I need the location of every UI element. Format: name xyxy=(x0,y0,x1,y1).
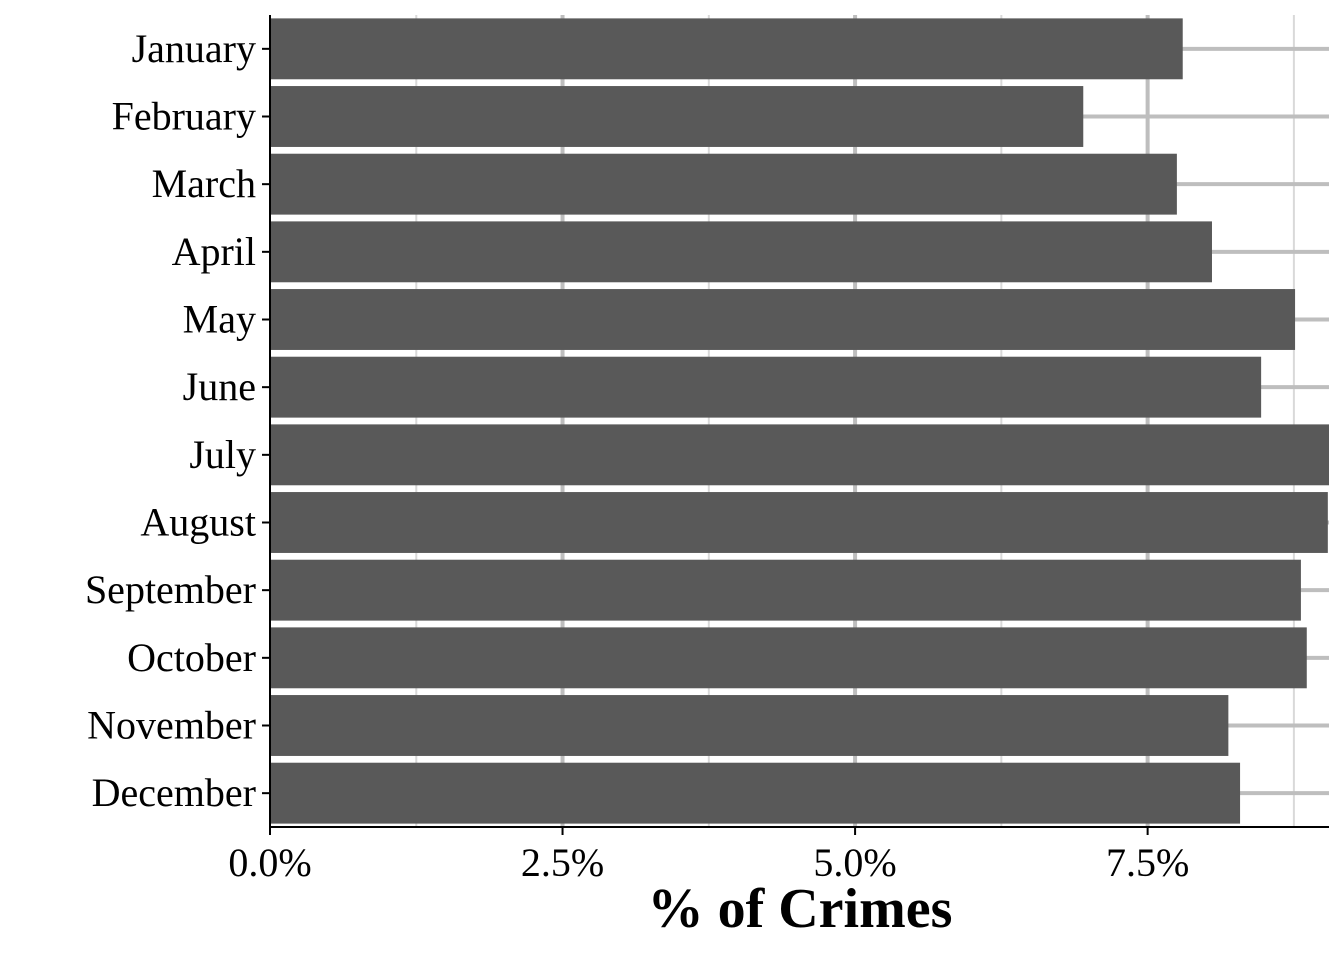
y-tick-label-march: March xyxy=(152,161,256,206)
x-tick-label: 2.5% xyxy=(521,840,604,885)
y-tick-label-october: October xyxy=(127,635,256,680)
y-tick-label-december: December xyxy=(92,770,256,815)
axes xyxy=(262,15,1329,835)
bar-september xyxy=(270,559,1301,621)
y-tick-label-july: July xyxy=(189,432,256,477)
y-axis-tick-labels: January February March April May June July Augu… xyxy=(85,26,256,815)
bar-june xyxy=(270,356,1262,418)
bar-march xyxy=(270,153,1177,215)
bar-april xyxy=(270,221,1212,283)
bar-august xyxy=(270,492,1328,553)
bar-october xyxy=(270,627,1307,689)
y-tick-label-may: May xyxy=(183,297,256,342)
bar-february xyxy=(270,86,1084,147)
bar-december xyxy=(270,762,1241,824)
bar-may xyxy=(270,289,1296,350)
bar-november xyxy=(270,695,1229,756)
bar-july xyxy=(270,424,1329,486)
y-tick-label-january: January xyxy=(132,26,256,71)
bars xyxy=(270,18,1329,824)
x-tick-label: 0.0% xyxy=(228,840,311,885)
x-tick-label: 5.0% xyxy=(813,840,896,885)
y-tick-label-june: June xyxy=(183,364,256,409)
y-tick-label-august: August xyxy=(140,500,256,545)
y-tick-label-november: November xyxy=(87,703,256,748)
x-tick-label: 7.5% xyxy=(1106,840,1189,885)
y-tick-label-april: April xyxy=(172,229,256,274)
x-axis-tick-labels: 0.0% 2.5% 5.0% 7.5% xyxy=(228,840,1189,885)
y-tick-label-february: February xyxy=(112,94,256,139)
y-tick-label-september: September xyxy=(85,567,256,612)
x-axis-title: % of Crimes xyxy=(648,878,953,940)
bar-january xyxy=(270,18,1183,80)
